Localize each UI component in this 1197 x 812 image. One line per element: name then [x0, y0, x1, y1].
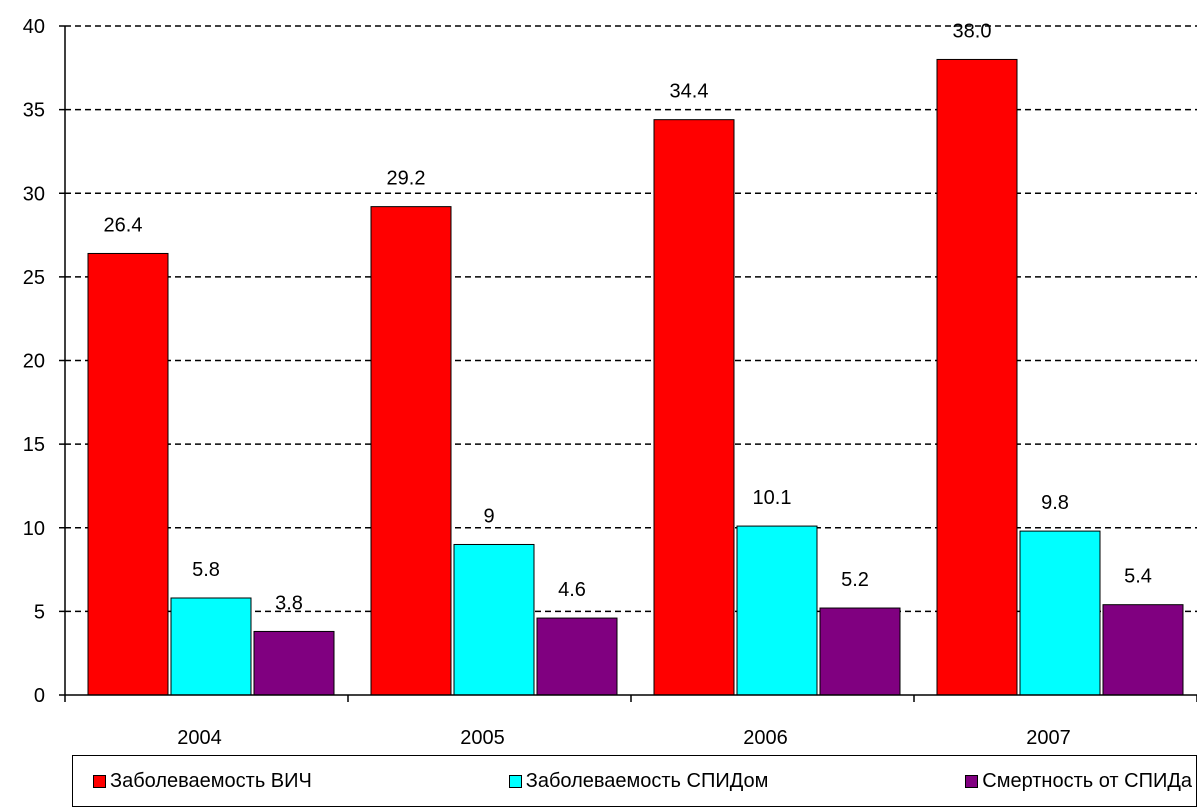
bar-2006-series-2 — [819, 607, 901, 696]
data-label-2004-series-1: 5.8 — [192, 559, 220, 581]
y-tick-label-0: 0 — [34, 685, 45, 707]
y-tick-label-15: 15 — [23, 434, 45, 456]
bar-chart: 0 5 10 15 20 25 30 35 40 26.4 5.8 3.8 29.2 9 4.6 34.4 1… — [23, 16, 1197, 749]
x-tick-label-2006: 2006 — [743, 727, 788, 749]
y-tick-label-40: 40 — [23, 16, 45, 38]
legend-item-mortality: Смертность от СПИДа — [965, 770, 1192, 793]
data-label-2007-series-2: 5.4 — [1124, 566, 1152, 588]
bar-2005-series-0 — [370, 206, 452, 696]
bar-2005-series-2 — [536, 617, 618, 696]
x-tick-label-2007: 2007 — [1026, 727, 1071, 749]
data-label-2007-series-1: 9.8 — [1041, 492, 1069, 514]
bar-2007-series-2 — [1102, 604, 1184, 696]
bar-2006-series-0 — [653, 119, 735, 696]
legend-swatch-mortality — [965, 774, 979, 788]
gridlines — [65, 25, 1197, 613]
bar-2007-series-1 — [1019, 530, 1101, 696]
y-tick-label-30: 30 — [23, 183, 45, 205]
y-tick-label-20: 20 — [23, 351, 45, 373]
x-tick-label-2005: 2005 — [460, 727, 505, 749]
legend-label-aids: Заболеваемость СПИДом — [525, 769, 769, 792]
legend-item-hiv: Заболеваемость ВИЧ — [93, 770, 312, 793]
data-label-2004-series-2: 3.8 — [275, 592, 303, 614]
data-label-2007-series-0: 38.0 — [953, 20, 992, 42]
bar-2004-series-0 — [87, 252, 169, 696]
y-tick-label-5: 5 — [34, 601, 45, 623]
bar-2005-series-1 — [453, 543, 535, 696]
legend-item-aids: Заболеваемость СПИДом — [508, 769, 769, 793]
data-label-2006-series-1: 10.1 — [753, 487, 792, 509]
bar-2004-series-1 — [170, 597, 252, 696]
y-axis-ticks: 0 5 10 15 20 25 30 35 40 — [23, 16, 65, 707]
bar-2007-series-0 — [936, 58, 1018, 696]
data-label-2004-series-0: 26.4 — [104, 214, 143, 236]
y-tick-label-25: 25 — [23, 267, 45, 289]
data-label-2005-series-1: 9 — [483, 505, 494, 527]
legend-label-mortality: Смертность от СПИДа — [982, 769, 1192, 792]
data-labels: 26.4 5.8 3.8 29.2 9 4.6 34.4 10.1 5.2 38.0 9.8 5.4 — [104, 20, 1152, 614]
y-tick-label-35: 35 — [23, 100, 45, 122]
data-label-2006-series-2: 5.2 — [841, 569, 869, 591]
data-label-2006-series-0: 34.4 — [670, 81, 709, 103]
bars — [87, 58, 1184, 696]
legend: Заболеваемость ВИЧ Заболеваемость СПИДом… — [72, 755, 1197, 807]
y-tick-label-10: 10 — [23, 518, 45, 540]
x-tick-label-2004: 2004 — [177, 727, 222, 749]
bar-2006-series-1 — [736, 525, 818, 696]
legend-swatch-hiv — [93, 774, 106, 788]
legend-label-hiv: Заболеваемость ВИЧ — [110, 769, 312, 792]
legend-swatch-aids — [508, 774, 522, 788]
bar-2004-series-2 — [253, 630, 335, 696]
x-axis-ticks: 2004 2005 2006 2007 — [64, 695, 1197, 749]
data-label-2005-series-0: 29.2 — [387, 168, 426, 190]
data-label-2005-series-2: 4.6 — [558, 579, 586, 601]
